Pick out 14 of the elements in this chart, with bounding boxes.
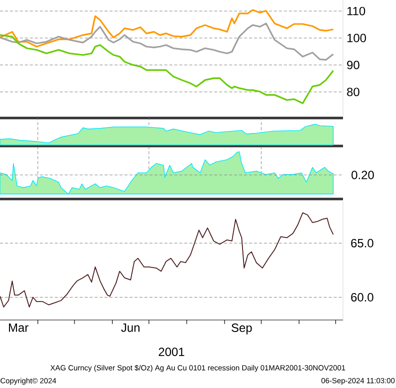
text: 0.20	[352, 170, 374, 180]
line-series	[0, 9, 334, 48]
y-tick-label: 80	[347, 88, 360, 96]
y-tick-label: 60.0	[351, 293, 374, 302]
line-series	[0, 212, 334, 308]
x-tick-label: Mar	[9, 324, 28, 332]
line-series	[0, 22, 334, 61]
x-axis-title: 2001	[158, 348, 184, 356]
y-tick-label: 65.0	[351, 238, 374, 248]
y-tick-label: 100	[347, 34, 366, 42]
y-tick-label: 110	[347, 6, 366, 16]
x-tick-label: Jun	[121, 324, 140, 332]
x-tick-label: Sep	[232, 324, 252, 334]
y-tick-label: 90	[347, 60, 360, 70]
